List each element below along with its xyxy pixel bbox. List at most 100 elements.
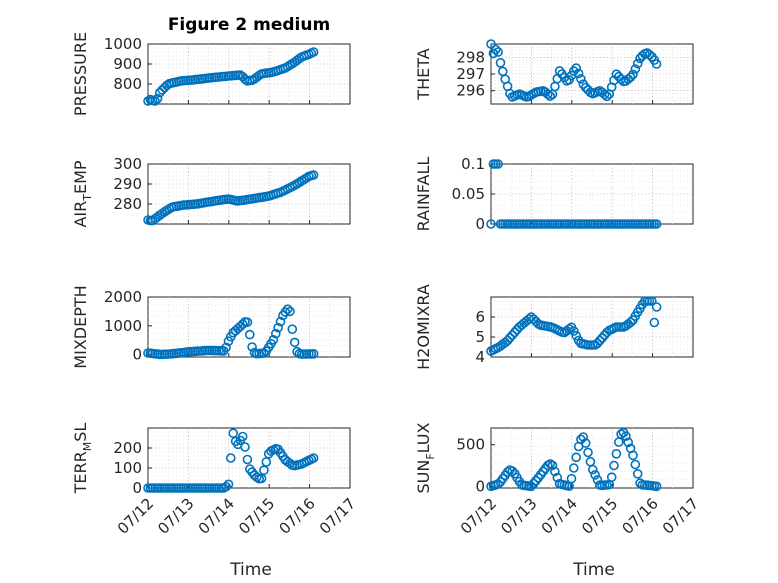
subplot-air: 280 290 300 AIRTEMP [71, 155, 351, 228]
data-point [237, 431, 248, 442]
grid [491, 44, 693, 104]
axes-box [147, 427, 351, 489]
data-point [526, 481, 537, 492]
data-point [490, 44, 501, 55]
data-point [547, 460, 558, 471]
x-tick-label: 07/17 [659, 494, 702, 537]
data-point [632, 58, 643, 69]
data-point [611, 448, 622, 459]
data-point [287, 324, 298, 335]
data-point [599, 89, 610, 100]
grid [491, 297, 693, 357]
data-point [630, 459, 641, 470]
data-point [505, 332, 515, 343]
data-point [623, 437, 634, 448]
data-point [308, 453, 319, 463]
x-tick-label: 07/16 [618, 494, 661, 537]
data-point [507, 330, 518, 340]
data-point [308, 47, 319, 57]
data-point [493, 479, 503, 489]
data-series [143, 47, 319, 106]
data-point [628, 69, 638, 80]
data-point [285, 306, 295, 317]
y-tick-label: 100 [113, 459, 142, 477]
data-point [571, 63, 582, 73]
y-axis-label: PRESSURE [71, 32, 90, 116]
axes-box [147, 43, 351, 105]
y-tick-label: 280 [113, 195, 142, 213]
x-axis-label-left: Time [229, 560, 272, 580]
subplot-rainfall: 0 0.05 0.1 RAINFALL [414, 155, 694, 233]
data-point [259, 348, 269, 358]
data-point [630, 64, 641, 74]
y-tick-label: 296 [456, 82, 485, 100]
y-axis-label: RAINFALL [414, 157, 433, 232]
y-tick-label: 0.1 [461, 155, 485, 173]
data-series [143, 304, 319, 360]
x-tick-label: 07/12 [114, 494, 157, 537]
data-point [552, 472, 563, 483]
data-series [486, 296, 662, 356]
y-tick-label: 900 [113, 55, 142, 73]
data-point [647, 296, 657, 306]
x-tick-label: 07/15 [235, 494, 278, 537]
data-point [545, 91, 556, 101]
x-tick-label: 07/15 [578, 494, 621, 537]
data-series [486, 159, 662, 229]
y-axis-label: MIXDEPTH [71, 285, 90, 368]
y-tick-label: 297 [456, 65, 485, 83]
data-point [289, 337, 300, 348]
data-point [528, 478, 539, 489]
data-point [592, 338, 603, 349]
y-tick-label: 500 [456, 436, 485, 454]
data-point [597, 333, 608, 343]
data-point [228, 428, 238, 439]
data-point [578, 432, 589, 442]
grid [491, 428, 693, 488]
data-point [625, 72, 636, 82]
y-axis-label: TERRMSL [71, 423, 94, 495]
x-tick-label: 07/17 [316, 494, 359, 537]
x-tick-label: 07/14 [195, 494, 238, 537]
data-point [632, 468, 643, 479]
data-point [486, 219, 496, 229]
y-tick-label: 200 [113, 439, 142, 457]
data-point [628, 450, 638, 461]
data-point [568, 463, 579, 473]
data-point [261, 457, 272, 467]
data-point [150, 96, 160, 106]
data-point [590, 469, 600, 480]
y-tick-label: 0 [475, 477, 485, 495]
data-point [223, 479, 234, 490]
data-point [594, 335, 605, 346]
x-axis-label-right: Time [572, 560, 615, 580]
data-point [495, 57, 506, 68]
y-tick-label: 2000 [104, 288, 142, 306]
data-point [566, 473, 577, 484]
data-point [270, 328, 281, 339]
data-point [280, 307, 291, 317]
x-tick-label: 07/12 [457, 494, 500, 537]
axes-box [147, 163, 351, 225]
data-point [602, 91, 612, 102]
data-point [223, 336, 234, 347]
data-point [649, 317, 660, 328]
data-point [568, 326, 579, 336]
data-series [486, 427, 662, 492]
data-point [637, 50, 648, 61]
data-point [616, 74, 626, 84]
grid [491, 164, 693, 224]
grid [148, 428, 350, 488]
data-point [573, 68, 584, 79]
data-point [152, 93, 163, 104]
data-point [242, 454, 253, 465]
data-point [237, 319, 248, 330]
data-point [644, 49, 655, 60]
data-point [486, 39, 496, 49]
data-series [143, 428, 319, 493]
data-point [651, 302, 662, 312]
x-tick-label: 07/16 [275, 494, 318, 537]
data-point [221, 342, 231, 353]
